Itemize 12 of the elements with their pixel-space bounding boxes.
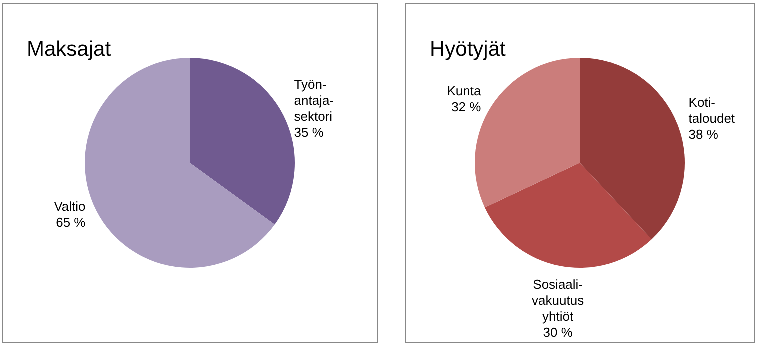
data-label: 65 %	[56, 215, 86, 230]
data-label: 35 %	[294, 124, 324, 140]
data-label: 30 %	[543, 325, 574, 340]
data-label: 38 %	[688, 127, 719, 142]
slice-label: Sosiaali- vakuutus yhtiöt	[532, 277, 585, 324]
chart-title: Maksajat	[27, 38, 112, 62]
chart-title: Hyötyjät	[430, 38, 506, 62]
data-label: 32 %	[452, 99, 482, 114]
slice-label: Työn- antaja- sektori	[294, 76, 334, 124]
slice-label: Kunta	[447, 83, 482, 98]
slice-label: Koti- taloudet	[688, 95, 736, 126]
slice-label: Valtio	[54, 199, 86, 214]
